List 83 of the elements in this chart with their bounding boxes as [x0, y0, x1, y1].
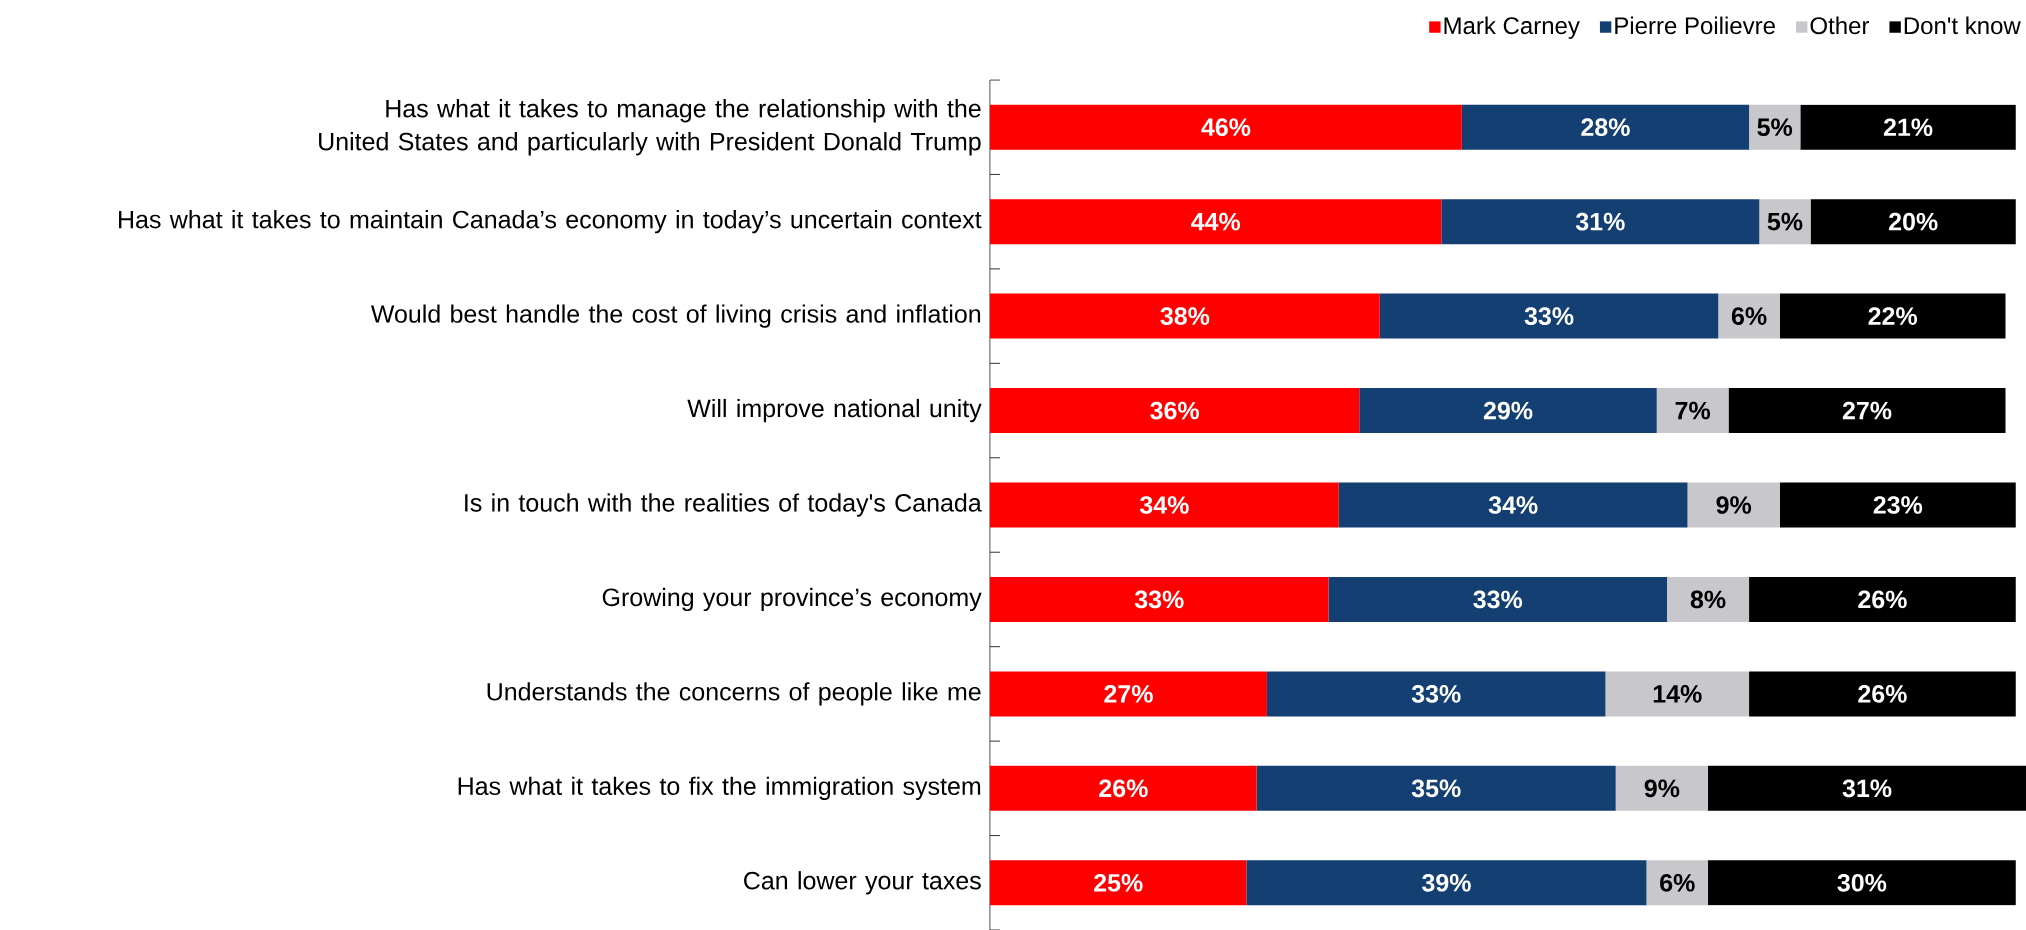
data-label: 9%	[1644, 779, 1680, 798]
data-label: 27%	[1842, 401, 1892, 420]
data-label: 33%	[1134, 590, 1184, 609]
legend-label: Don't know	[1904, 16, 2021, 35]
data-label: 25%	[1094, 873, 1143, 892]
bar	[1441, 199, 1760, 245]
data-label: 14%	[1653, 685, 1702, 703]
data-label: 35%	[1411, 779, 1461, 798]
y-tick-label: Has what it takes to maintain Canada’s economy in today’s uncertain context	[119, 210, 982, 234]
data-label: 21%	[1883, 118, 1933, 137]
data-label: 26%	[1858, 685, 1907, 703]
data-label: 26%	[1099, 779, 1148, 798]
bar	[1728, 388, 2006, 434]
data-label: 29%	[1483, 401, 1533, 420]
y-tick-label: Growing your province’s economy	[602, 587, 982, 612]
data-label: 20%	[1889, 212, 1938, 231]
legend-label: Pierre Poilievre	[1615, 16, 1775, 35]
data-label: 33%	[1473, 590, 1523, 609]
bar	[1810, 199, 2016, 245]
y-tick-label: Understands the concerns of people like me	[487, 682, 981, 706]
data-label: 5%	[1767, 212, 1803, 231]
data-label: 6%	[1660, 873, 1695, 892]
bar	[990, 576, 1329, 622]
bar	[1615, 765, 1709, 811]
bar	[1666, 576, 1750, 622]
y-tick-label: Will improve national unity	[687, 398, 982, 423]
data-label: 46%	[1201, 118, 1251, 137]
bar	[990, 482, 1339, 528]
bar	[1800, 104, 2016, 150]
bar	[1779, 482, 2016, 528]
bar	[1379, 293, 1719, 339]
bar	[1338, 482, 1688, 528]
data-label: 5%	[1757, 118, 1793, 137]
data-label: 31%	[1842, 779, 1892, 798]
data-label: 7%	[1675, 401, 1711, 420]
bar	[1359, 388, 1657, 434]
legend-label: Mark Carney	[1444, 16, 1580, 39]
data-label: 38%	[1160, 307, 1210, 325]
data-label: 44%	[1191, 212, 1241, 231]
bar	[1605, 671, 1750, 717]
bar	[1708, 765, 2026, 811]
data-label: 34%	[1488, 496, 1538, 514]
data-label: 23%	[1873, 496, 1923, 514]
y-tick-label: Can lower your taxes	[744, 871, 981, 895]
bar	[990, 199, 1442, 245]
bar	[990, 765, 1257, 811]
data-label: 30%	[1837, 873, 1887, 892]
bar	[990, 388, 1360, 434]
y-tick-label: Has what it takes to manage the relationship with the United States and particularly with President Donald Trump	[319, 99, 981, 156]
data-label: 33%	[1524, 307, 1574, 325]
data-label: 6%	[1731, 307, 1767, 325]
data-label: 28%	[1581, 118, 1630, 137]
bar	[1708, 860, 2016, 906]
data-label: 8%	[1690, 590, 1726, 609]
bar	[1687, 482, 1780, 528]
bar	[1656, 388, 1729, 434]
data-label: 9%	[1716, 496, 1752, 514]
bar	[1256, 765, 1616, 811]
data-label: 36%	[1150, 401, 1199, 420]
y-tick-label: Would best handle the cost of living crisis and inflation	[370, 304, 981, 328]
bar	[1749, 576, 2016, 622]
data-label: 27%	[1104, 685, 1153, 703]
data-label: 26%	[1858, 590, 1907, 609]
y-tick-label: Is in touch with the realities of today's Canada	[465, 493, 982, 517]
data-label: 33%	[1411, 685, 1461, 703]
data-label: 22%	[1868, 307, 1918, 325]
data-label: 39%	[1422, 873, 1471, 892]
bar	[1749, 671, 2016, 717]
bar	[1246, 860, 1647, 906]
bar	[1646, 860, 1709, 906]
bar	[1461, 104, 1750, 150]
bar	[990, 104, 1462, 150]
data-label: 34%	[1139, 496, 1189, 514]
legend-label: Other	[1810, 16, 1870, 35]
bar	[1328, 576, 1667, 622]
data-label: 31%	[1575, 212, 1625, 231]
bar	[990, 860, 1247, 906]
bar	[990, 293, 1380, 339]
y-tick-label: Has what it takes to fix the immigration system	[458, 776, 981, 800]
bar	[1779, 293, 2006, 339]
bar	[1718, 293, 1780, 339]
bar	[1266, 671, 1606, 717]
bar	[990, 671, 1267, 717]
